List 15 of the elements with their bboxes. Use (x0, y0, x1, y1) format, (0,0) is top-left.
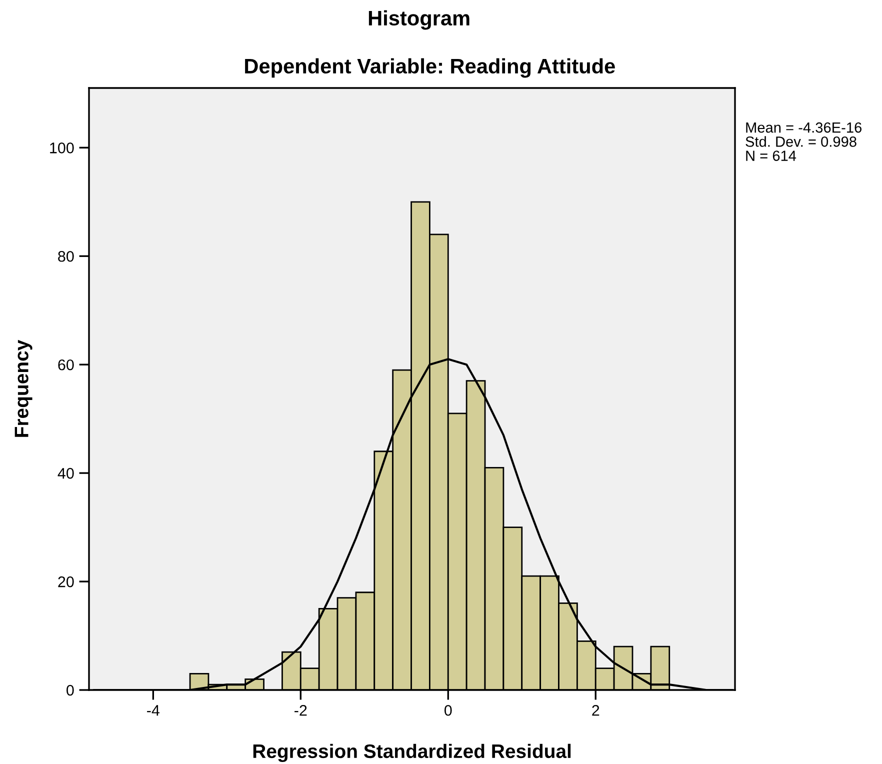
y-tick-label: 80 (58, 250, 74, 262)
y-tick-label: 60 (58, 359, 74, 370)
y-tick-label: 20 (58, 576, 74, 588)
x-tick-label: -2 (294, 704, 307, 716)
x-axis-title: Regression Standardized Residual (253, 744, 571, 762)
y-tick-label: 40 (58, 468, 74, 479)
x-tick-label: 0 (444, 704, 452, 716)
chart-title: Histogram (368, 10, 470, 30)
text: Mean = -4.36E-16 Std. Dev. = 0.998 N = 614 (746, 122, 862, 161)
x-tick-label: -4 (147, 705, 160, 716)
y-tick-label: 0 (66, 684, 74, 696)
y-axis-title: Frequency (14, 340, 32, 437)
chart-subtitle: Dependent Variable: Reading Attitude (245, 58, 615, 78)
y-tick-label: 100 (50, 142, 74, 154)
x-tick-label: 2 (592, 704, 600, 716)
